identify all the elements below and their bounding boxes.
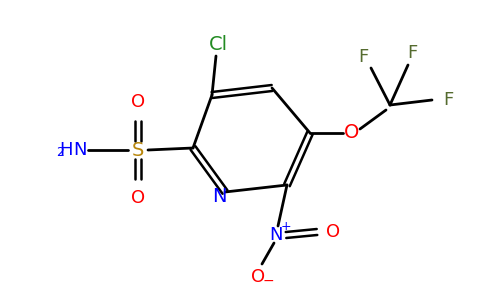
Text: F: F (358, 48, 368, 66)
Text: O: O (344, 124, 360, 142)
Text: −: − (262, 274, 274, 288)
Text: O: O (326, 223, 340, 241)
Text: N: N (269, 226, 283, 244)
Text: F: F (443, 91, 453, 109)
Text: O: O (131, 189, 145, 207)
Text: +: + (281, 220, 291, 233)
Text: H: H (59, 141, 73, 159)
Text: S: S (132, 140, 144, 160)
Text: O: O (251, 268, 265, 286)
Text: O: O (131, 93, 145, 111)
Text: N: N (73, 141, 87, 159)
Text: F: F (407, 44, 417, 62)
Text: N: N (212, 188, 226, 206)
Text: Cl: Cl (209, 35, 227, 55)
Text: 2: 2 (56, 146, 64, 160)
